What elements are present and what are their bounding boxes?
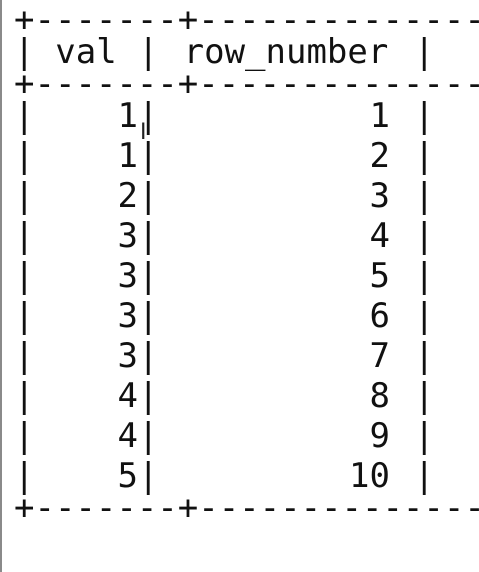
table-row: | 3| 7 |: [14, 336, 435, 376]
cell-row-number: 10: [349, 456, 390, 496]
table-row: | 1| 2 |: [14, 136, 435, 176]
cell-val: 4: [117, 376, 138, 416]
cell-val: 2: [117, 176, 138, 216]
cell-row-number: 8: [369, 376, 390, 416]
column-header-val: val: [55, 32, 117, 72]
cell-row-number: 2: [369, 136, 390, 176]
cell-val: 4: [117, 416, 138, 456]
cell-val: 5: [117, 456, 138, 496]
text-cursor-icon: I: [140, 120, 147, 145]
table-border-bottom: +-------+-----------------+: [14, 488, 479, 528]
cell-row-number: 6: [369, 296, 390, 336]
cell-val: 3: [117, 296, 138, 336]
cell-row-number: 7: [369, 336, 390, 376]
table-row: | 1| 1 |: [14, 96, 435, 136]
cell-val: 3: [117, 216, 138, 256]
table-border-header: +-------+-----------------+: [14, 64, 479, 104]
table-row: | 5| 10 |: [14, 456, 435, 496]
cell-row-number: 5: [369, 256, 390, 296]
table-row: | 3| 5 |: [14, 256, 435, 296]
cell-val: 1: [117, 96, 138, 136]
table-body: | 1| 1 | | 1| 2 | | 2| 3 | | 3| 4 | | 3| 5 | | 3| 6 | | 3| 7 | | 4| 8 |…: [14, 96, 479, 496]
table-row: | 3| 4 |: [14, 216, 435, 256]
query-result-table: +-------+-----------------+ |val|row_num…: [14, 0, 479, 528]
window-left-border: [0, 0, 2, 572]
table-header-row: | val | row_number |: [14, 32, 435, 72]
cell-row-number: 3: [369, 176, 390, 216]
cell-val: 1: [117, 136, 138, 176]
cell-val: 3: [117, 336, 138, 376]
table-row: | 3| 6 |: [14, 296, 435, 336]
column-header-row-number: row_number: [183, 32, 389, 72]
table-border-top: +-------+-----------------+: [14, 0, 479, 40]
cell-val: 3: [117, 256, 138, 296]
table-row: | 4| 8 |: [14, 376, 435, 416]
cell-row-number: 9: [369, 416, 390, 456]
table-row: | 2| 3 |: [14, 176, 435, 216]
cell-row-number: 1: [369, 96, 390, 136]
table-row: | 4| 9 |: [14, 416, 435, 456]
cell-row-number: 4: [369, 216, 390, 256]
